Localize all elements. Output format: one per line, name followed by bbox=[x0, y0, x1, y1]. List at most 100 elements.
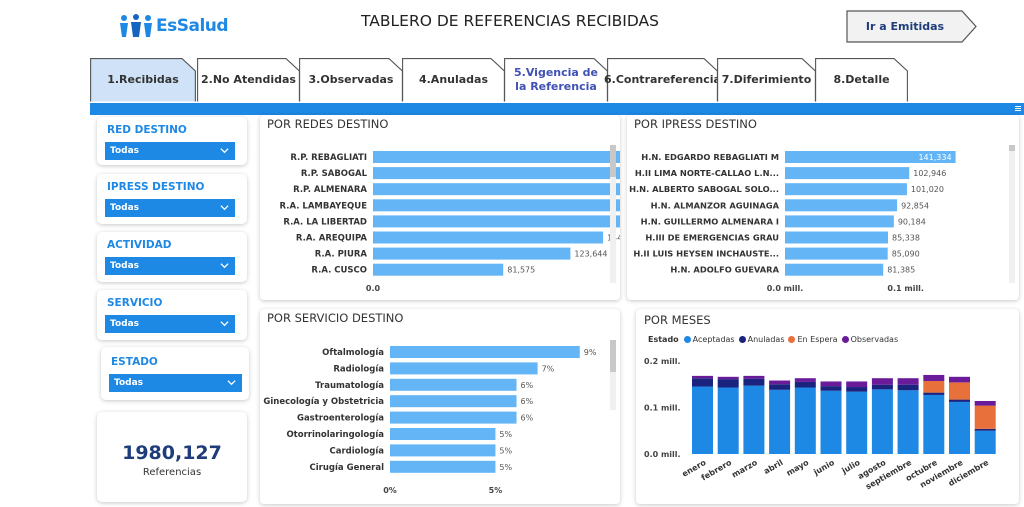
ir-a-emitidas-button[interactable]: Ir a Emitidas bbox=[846, 10, 978, 43]
tab-5[interactable]: 5.Vigencia de la Referencia bbox=[504, 58, 608, 102]
stacked-segment[interactable] bbox=[897, 384, 919, 391]
stacked-segment[interactable] bbox=[923, 394, 945, 454]
filter-label: SERVICIO bbox=[107, 297, 163, 309]
bar[interactable] bbox=[390, 460, 496, 473]
stacked-segment[interactable] bbox=[692, 375, 713, 379]
stacked-segment[interactable] bbox=[820, 390, 842, 454]
data-label: 5% bbox=[499, 463, 512, 472]
stacked-segment[interactable] bbox=[846, 391, 868, 454]
stacked-segment[interactable] bbox=[871, 384, 893, 390]
bar[interactable] bbox=[785, 231, 888, 244]
tab-label: 8.Detalle bbox=[833, 73, 890, 86]
stacked-segment[interactable] bbox=[743, 378, 765, 386]
scrollbar-thumb[interactable] bbox=[1009, 145, 1015, 151]
stacked-segment[interactable] bbox=[820, 381, 842, 387]
tab-4[interactable]: 4.Anuladas bbox=[402, 58, 505, 102]
filter-dropdown[interactable]: Todas bbox=[109, 374, 242, 392]
stacked-segment[interactable] bbox=[949, 399, 970, 402]
bar[interactable] bbox=[785, 263, 884, 276]
stacked-segment[interactable] bbox=[717, 376, 739, 380]
bar[interactable] bbox=[390, 395, 517, 408]
filter-dropdown[interactable]: Todas bbox=[105, 315, 235, 333]
filter-dropdown[interactable]: Todas bbox=[105, 142, 235, 160]
stacked-segment[interactable] bbox=[974, 400, 996, 406]
tab-6[interactable]: 6.Contrareferencia bbox=[604, 58, 721, 102]
legend-item[interactable]: Aceptadas bbox=[683, 335, 735, 344]
bar[interactable] bbox=[785, 183, 907, 196]
bar[interactable] bbox=[390, 411, 517, 424]
bar[interactable] bbox=[390, 428, 496, 440]
chevron-down-icon bbox=[220, 148, 229, 154]
tab-2[interactable]: 2.No Atendidas bbox=[197, 58, 300, 102]
bar[interactable] bbox=[390, 362, 538, 375]
legend-item[interactable]: En Espera bbox=[788, 335, 838, 344]
scrollbar-thumb[interactable] bbox=[610, 340, 616, 372]
scrollbar-track[interactable] bbox=[610, 145, 616, 283]
bar[interactable] bbox=[373, 167, 620, 180]
stacked-segment[interactable] bbox=[846, 381, 868, 388]
stacked-segment[interactable] bbox=[717, 379, 739, 388]
scrollbar-track[interactable] bbox=[1009, 145, 1015, 283]
data-label: 85,338 bbox=[892, 234, 920, 243]
bar[interactable] bbox=[390, 378, 517, 391]
stacked-segment[interactable] bbox=[743, 385, 765, 454]
bar[interactable] bbox=[373, 215, 620, 228]
bar[interactable] bbox=[785, 199, 898, 212]
stacked-segment[interactable] bbox=[794, 381, 816, 388]
bar[interactable] bbox=[373, 231, 604, 244]
stacked-segment[interactable] bbox=[846, 387, 868, 392]
scrollbar-track[interactable] bbox=[610, 340, 616, 410]
tick-label: 0% bbox=[383, 486, 397, 495]
stacked-segment[interactable] bbox=[974, 428, 996, 431]
chart-title: POR IPRESS DESTINO bbox=[634, 117, 757, 131]
stacked-segment[interactable] bbox=[717, 387, 739, 454]
stacked-segment[interactable] bbox=[871, 378, 893, 385]
bar[interactable] bbox=[373, 151, 620, 163]
stacked-segment[interactable] bbox=[769, 384, 791, 390]
tab-3[interactable]: 3.Observadas bbox=[299, 58, 403, 102]
filter-dropdown[interactable]: Todas bbox=[105, 257, 235, 275]
stacked-segment[interactable] bbox=[692, 386, 713, 454]
tab-7[interactable]: 7.Diferimiento bbox=[717, 58, 816, 102]
category-label: R.P. ALMENARA bbox=[293, 185, 367, 195]
legend-label: En Espera bbox=[797, 335, 838, 344]
scrollbar-thumb[interactable] bbox=[610, 145, 616, 177]
legend-item[interactable]: Anuladas bbox=[738, 335, 784, 344]
bar[interactable] bbox=[390, 346, 580, 358]
stacked-segment[interactable] bbox=[820, 386, 842, 391]
filter-dropdown[interactable]: Todas bbox=[105, 199, 235, 217]
stacked-segment[interactable] bbox=[949, 401, 970, 454]
bar[interactable] bbox=[373, 263, 504, 276]
stacked-segment[interactable] bbox=[769, 389, 791, 454]
bar[interactable] bbox=[373, 183, 620, 196]
stacked-segment[interactable] bbox=[974, 405, 996, 429]
stacked-segment[interactable] bbox=[743, 375, 765, 379]
stacked-segment[interactable] bbox=[923, 374, 945, 381]
bar[interactable] bbox=[785, 151, 956, 163]
legend-label: Aceptadas bbox=[692, 335, 735, 344]
bar[interactable] bbox=[390, 444, 496, 457]
stacked-segment[interactable] bbox=[794, 387, 816, 454]
bar[interactable] bbox=[785, 247, 888, 260]
stacked-segment[interactable] bbox=[949, 382, 970, 400]
stacked-segment[interactable] bbox=[974, 430, 996, 454]
chart-title: POR MESES bbox=[644, 313, 711, 327]
data-label: 6% bbox=[521, 414, 534, 423]
bar[interactable] bbox=[373, 199, 620, 212]
stacked-segment[interactable] bbox=[871, 389, 893, 454]
stacked-segment[interactable] bbox=[692, 378, 713, 387]
stacked-segment[interactable] bbox=[897, 390, 919, 454]
stacked-segment[interactable] bbox=[897, 378, 919, 385]
stacked-segment[interactable] bbox=[949, 376, 970, 383]
bar[interactable] bbox=[373, 247, 571, 260]
stacked-segment[interactable] bbox=[923, 392, 945, 395]
tab-8[interactable]: 8.Detalle bbox=[815, 58, 908, 102]
stacked-segment[interactable] bbox=[794, 378, 816, 382]
legend-item[interactable]: Observadas bbox=[841, 335, 898, 344]
stacked-segment[interactable] bbox=[769, 380, 791, 385]
stacked-segment[interactable] bbox=[923, 380, 945, 393]
tab-1[interactable]: 1.Recibidas bbox=[90, 58, 196, 102]
bar[interactable] bbox=[785, 215, 894, 228]
menu-icon[interactable] bbox=[1015, 106, 1021, 111]
bar[interactable] bbox=[785, 167, 910, 180]
